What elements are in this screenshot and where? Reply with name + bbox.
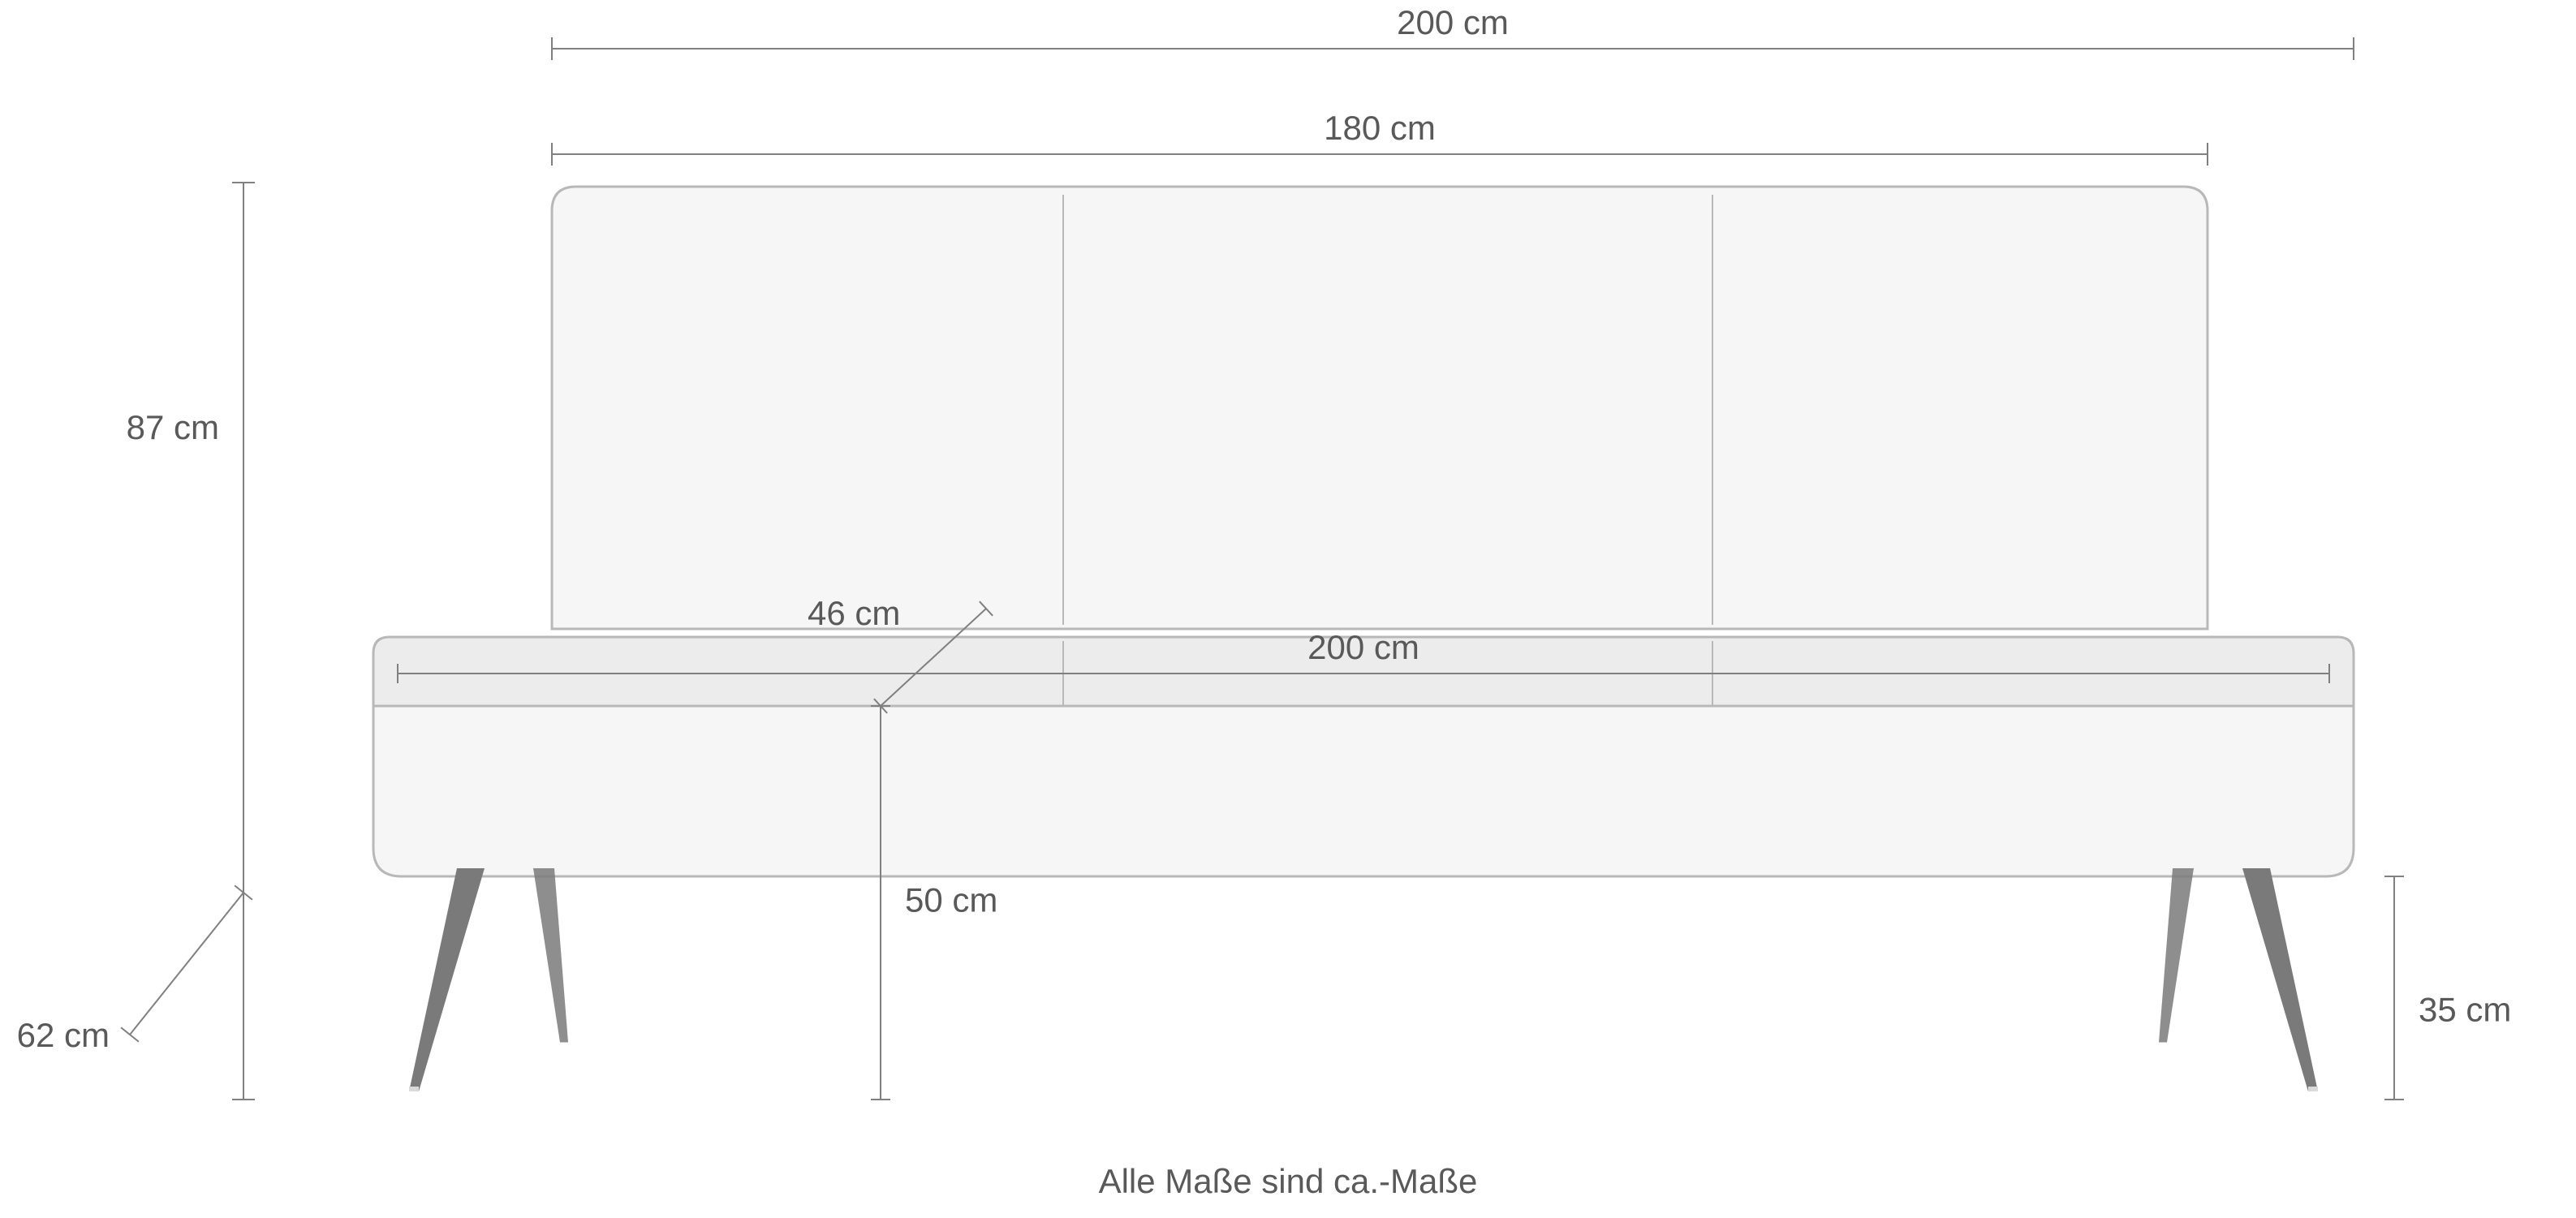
footer-note: Alle Maße sind ca.-Maße [1099, 1162, 1478, 1200]
dim-label: 35 cm [2419, 991, 2511, 1029]
dim-label: 62 cm [17, 1016, 110, 1054]
dim-label: 50 cm [905, 881, 997, 919]
dim-label: 87 cm [127, 408, 219, 446]
dim-label: 200 cm [1397, 3, 1509, 41]
dim-label: 180 cm [1324, 109, 1436, 147]
dim-label: 200 cm [1307, 628, 1419, 666]
dim-label: 46 cm [808, 594, 900, 632]
